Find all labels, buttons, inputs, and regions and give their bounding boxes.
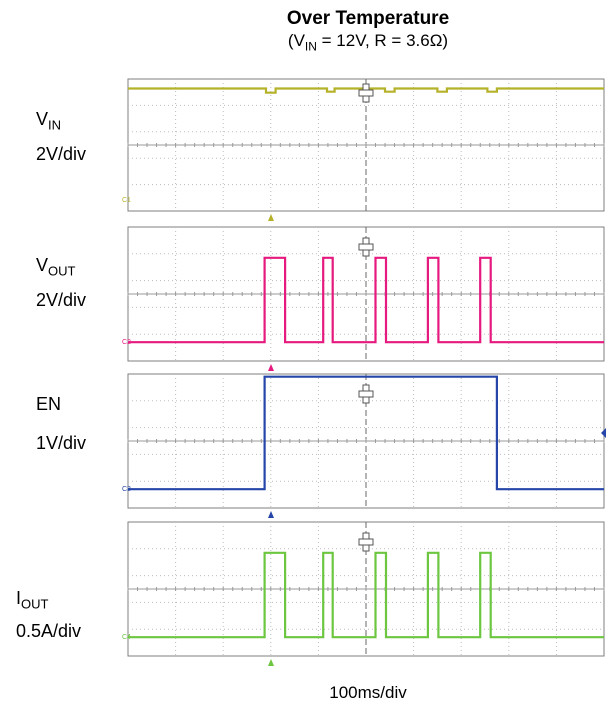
- channel-label-en: EN 1V/div: [36, 393, 166, 454]
- channel-name: VOUT: [36, 255, 76, 279]
- channel-marker-c2: C2: [122, 339, 131, 346]
- trigger-position-marker: [268, 364, 274, 371]
- waveform-c2: [128, 256, 604, 344]
- trigger-position-marker: [268, 511, 274, 518]
- channel-scale: 1V/div: [36, 432, 87, 453]
- x-axis-scale: 100ms/div: [329, 683, 407, 702]
- waveform-c3: [128, 375, 604, 491]
- channel-label-vin: VIN 2V/div: [36, 108, 166, 165]
- chart-title: Over Temperature: [286, 8, 450, 29]
- waveform-c1: [128, 87, 604, 94]
- channel-name: EN: [36, 394, 62, 414]
- subtitle-suffix: = 12V, R = 3.6Ω): [316, 31, 449, 50]
- channel-marker-c1: C1: [122, 197, 131, 204]
- cursor-marker-horizontal: [358, 243, 374, 251]
- chart-subtitle: (VIN = 12V, R = 3.6Ω): [130, 31, 606, 56]
- cursor-marker-horizontal: [358, 390, 374, 398]
- channel-label-vout: VOUT 2V/div: [36, 254, 166, 311]
- subtitle-prefix: (V: [287, 31, 305, 50]
- channel-marker-c3: C3: [122, 486, 131, 493]
- trigger-level-marker: [601, 428, 606, 438]
- trigger-position-marker: [268, 214, 274, 221]
- channel-scale: 0.5A/div: [16, 620, 82, 641]
- cursor-marker-horizontal: [358, 538, 374, 546]
- cursor-marker-horizontal: [358, 89, 374, 97]
- channel-scale: 2V/div: [36, 143, 87, 164]
- waveform-c4: [128, 551, 604, 639]
- channel-marker-c4: C4: [122, 634, 131, 641]
- trigger-position-marker: [268, 659, 274, 666]
- channel-label-iout: IOUT 0.5A/div: [16, 587, 146, 642]
- channel-name: VIN: [36, 109, 62, 133]
- channel-scale: 2V/div: [36, 289, 87, 310]
- subtitle-subscript: IN: [304, 39, 317, 54]
- channel-name: IOUT: [16, 588, 49, 612]
